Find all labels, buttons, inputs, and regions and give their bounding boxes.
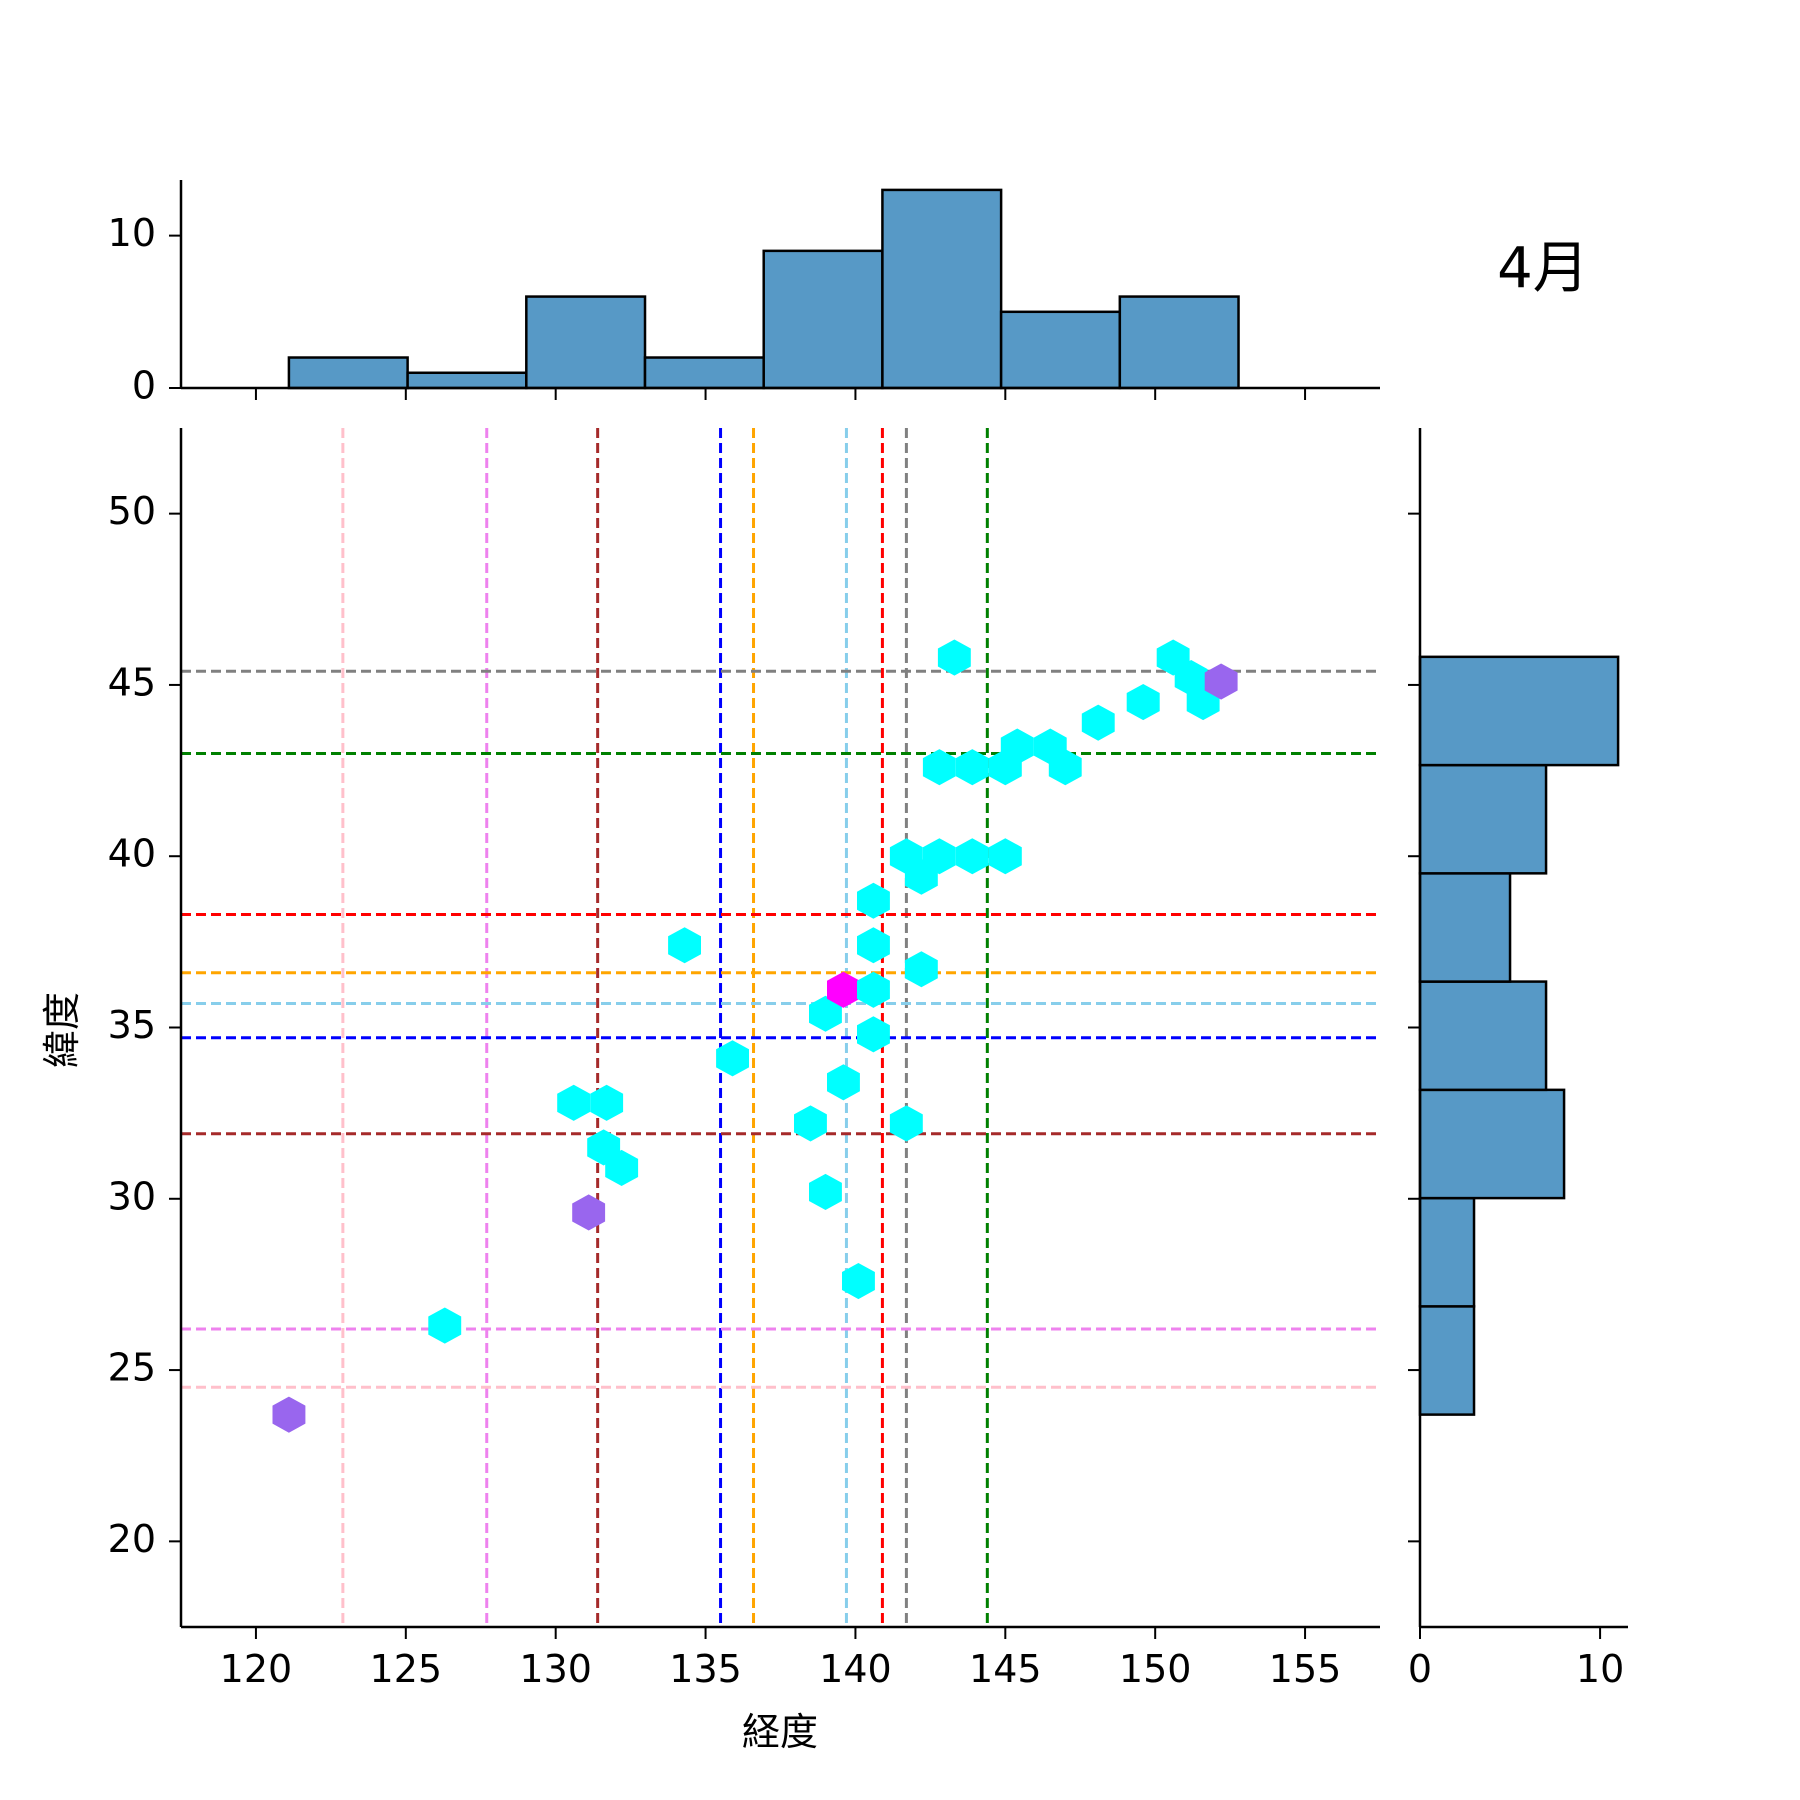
hexbin-cell [1081, 704, 1115, 741]
histogram-bar [1418, 1196, 1476, 1308]
y-tick-label: 30 [108, 1174, 156, 1218]
histogram-bar [999, 310, 1122, 390]
histogram-bar [1418, 655, 1620, 767]
hexbin-cell [827, 971, 860, 1008]
y-tick-label: 40 [108, 832, 156, 876]
y-axis-label: 緯度 [40, 992, 84, 1068]
hexbin-cell [842, 1263, 875, 1300]
hexbin-cell [857, 882, 890, 919]
hexbin-cell [1126, 684, 1160, 721]
histogram-bar [762, 249, 884, 390]
hexbin-cell [955, 749, 989, 786]
top-y-tick-label: 10 [108, 211, 156, 255]
hexbin-cell [922, 749, 956, 786]
hexbin-cell [827, 1064, 860, 1101]
hexbin-cell [955, 838, 989, 875]
hexbin-cell [557, 1084, 591, 1121]
x-axis-label: 経度 [742, 1710, 818, 1754]
hexbin-cell [857, 927, 890, 964]
histogram-bar [1418, 1088, 1566, 1200]
y-tick-label: 25 [108, 1346, 156, 1390]
hexbin-cell [904, 951, 938, 988]
y-tick-label: 20 [108, 1517, 156, 1561]
x-tick-label: 135 [669, 1647, 742, 1691]
histogram-bar [406, 371, 528, 390]
x-tick-label: 145 [969, 1647, 1042, 1691]
hexbin-cell [1048, 749, 1082, 786]
hexbin-cell [605, 1149, 639, 1186]
x-tick-label: 130 [519, 1647, 592, 1691]
histogram-bar [643, 356, 765, 390]
histogram-bar [1118, 295, 1240, 390]
marginal-histogram-longitude: 0 10 [108, 180, 1380, 408]
x-tick-label: 140 [819, 1647, 892, 1691]
hexbin-cell [590, 1084, 624, 1121]
histogram-bar [881, 188, 1003, 390]
hexbin-cell [428, 1307, 462, 1344]
hexbin-cell [809, 1173, 842, 1210]
y-tick-label: 50 [108, 489, 156, 533]
hexbin-cell [716, 1040, 749, 1077]
x-tick-label: 155 [1269, 1647, 1342, 1691]
hexbin-cell [922, 838, 956, 875]
right-x-tick-label: 10 [1576, 1647, 1624, 1691]
hexbin-cell [809, 995, 842, 1032]
histogram-bar [525, 295, 647, 390]
histogram-bar [1418, 1305, 1476, 1416]
histogram-bar [287, 356, 409, 390]
histogram-bar [1418, 763, 1548, 875]
hexbin-cell [857, 1016, 890, 1053]
hexbin-cell [1000, 728, 1034, 765]
histogram-bar [1418, 980, 1548, 1092]
hexbin-cell [1204, 663, 1238, 700]
x-tick-label: 125 [370, 1647, 443, 1691]
month-title: 4月 [1497, 236, 1589, 301]
top-y-tick-label: 0 [132, 364, 156, 408]
hexbin-cell [272, 1396, 306, 1433]
hexbin-cell [794, 1105, 827, 1142]
x-tick-label: 150 [1119, 1647, 1192, 1691]
hexbin-cell [857, 971, 890, 1008]
right-x-tick-label: 0 [1408, 1647, 1432, 1691]
x-tick-label: 120 [220, 1647, 293, 1691]
hexbin-cell [889, 1105, 923, 1142]
y-tick-label: 35 [108, 1003, 156, 1047]
y-tick-label: 45 [108, 660, 156, 704]
hexbin-cell [572, 1194, 606, 1231]
hexbin-joint-panel: 120 125 130 135 140 145 150 155 20 25 30 35 40 45 50 [108, 428, 1380, 1691]
hexbin-cell [668, 927, 701, 964]
hexbin-cell [937, 639, 971, 676]
histogram-bar [1418, 872, 1512, 983]
hexbin-cell [988, 838, 1022, 875]
marginal-histogram-latitude: 0 10 [1408, 428, 1628, 1691]
